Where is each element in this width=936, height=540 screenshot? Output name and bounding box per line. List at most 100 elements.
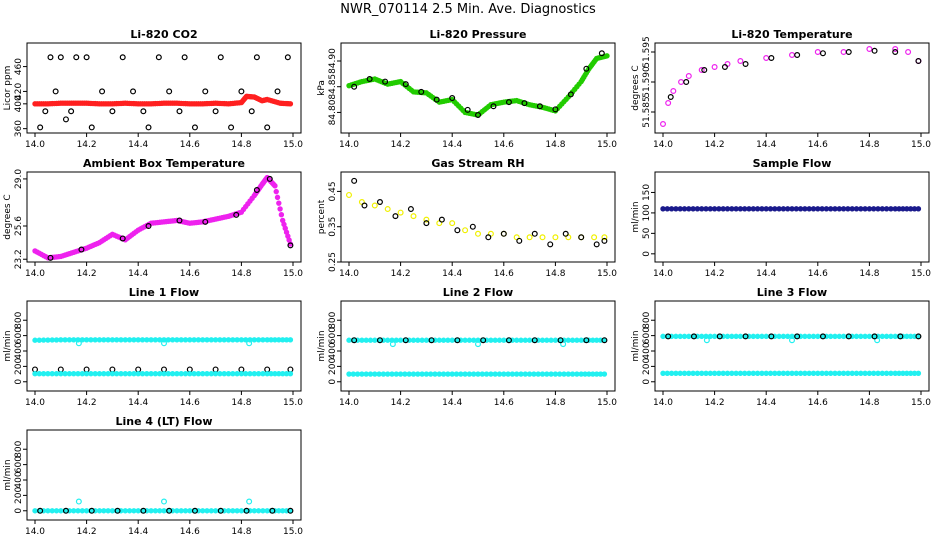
panel-l3: Line 3 Flow 14.0 14.2 14.4 14.6 14.8 15.0 0 2004… <box>631 286 931 408</box>
plot-frame <box>340 42 616 134</box>
x-tick-label: 14.6 <box>808 140 828 150</box>
y-tick-label: 400 <box>14 95 24 112</box>
y-tick-label: 400 <box>642 342 652 359</box>
x-tick-label: 14.2 <box>77 140 97 150</box>
data-point <box>62 116 69 123</box>
y-tick-label: 51.585 <box>642 96 652 128</box>
data-point <box>721 63 728 70</box>
data-point <box>392 213 399 220</box>
x-tick-label: 14.0 <box>339 398 359 408</box>
data-point <box>454 227 461 234</box>
data-point <box>871 333 878 340</box>
data-point <box>212 108 219 115</box>
data-point <box>591 234 598 241</box>
panel-title: Line 3 Flow <box>757 286 827 299</box>
data-point <box>278 211 285 218</box>
data-point <box>819 333 826 340</box>
panel-title: Li-820 Pressure <box>430 28 527 41</box>
data-point <box>407 206 414 213</box>
x-tick-label: 14.8 <box>545 398 565 408</box>
series-2-5-min-ave <box>660 206 922 212</box>
y-tick-label: 360 <box>14 120 24 137</box>
y-tick-label: 800 <box>14 311 24 328</box>
x-tick-label: 14.2 <box>77 527 97 537</box>
plot-frame <box>654 42 930 134</box>
data-point <box>253 187 260 194</box>
series-spike <box>75 498 253 505</box>
figure-title: NWR_070114 2.5 Min. Ave. Diagnostics <box>340 2 596 17</box>
data-point <box>438 216 445 223</box>
data-point <box>475 230 482 237</box>
y-tick-label: 600 <box>14 327 24 344</box>
data-point <box>665 333 672 340</box>
y-tick-label: 800 <box>14 440 24 457</box>
series-2-5-min-ave <box>346 53 610 118</box>
plot-frame <box>340 171 616 263</box>
data-point <box>547 241 554 248</box>
y-axis-label: ml/min <box>3 330 13 361</box>
data-point <box>376 199 383 206</box>
data-point <box>57 54 64 61</box>
data-point <box>915 57 922 64</box>
panel-l2: Line 2 Flow 14.0 14.2 14.4 14.6 14.8 15.0 0 2004… <box>317 286 617 408</box>
x-tick-label: 14.2 <box>391 140 411 150</box>
data-point <box>583 65 590 72</box>
data-point <box>418 88 425 95</box>
x-tick-label: 14.0 <box>339 269 359 279</box>
data-point <box>667 93 674 100</box>
data-point <box>68 108 75 115</box>
y-axis-label: ml/min <box>631 201 641 232</box>
data-point <box>915 333 922 340</box>
data-point <box>462 227 469 234</box>
y-tick-label: 100 <box>642 204 652 221</box>
data-point <box>665 99 672 106</box>
series-samples <box>47 175 294 261</box>
data-point <box>114 507 121 514</box>
data-point <box>272 183 278 189</box>
series-samples <box>351 177 608 248</box>
data-point <box>866 45 873 52</box>
data-point <box>454 337 461 344</box>
data-point <box>601 371 608 377</box>
x-tick-label: 14.0 <box>653 140 673 150</box>
data-point <box>845 48 852 55</box>
data-point <box>191 124 198 131</box>
x-tick-label: 14.0 <box>25 527 45 537</box>
data-point <box>145 223 152 230</box>
data-point <box>490 103 497 110</box>
data-point <box>794 51 801 58</box>
series-2-5-min-ave <box>659 45 922 127</box>
data-point <box>500 230 507 237</box>
data-point <box>711 63 718 70</box>
y-tick-label: 460 <box>14 58 24 75</box>
x-tick-label: 14.8 <box>859 140 879 150</box>
x-tick-label: 14.4 <box>128 269 148 279</box>
series-sample <box>37 507 294 514</box>
data-point <box>384 206 391 213</box>
x-tick-label: 14.0 <box>653 269 673 279</box>
x-tick-label: 14.8 <box>859 269 879 279</box>
data-point <box>287 337 294 343</box>
data-point <box>742 60 749 67</box>
series-base <box>32 508 294 514</box>
data-point <box>277 206 283 212</box>
series-flush <box>346 337 608 343</box>
panel-sflow: Sample Flow 14.0 14.2 14.4 14.6 14.8 15.0 0 50 10… <box>631 157 931 279</box>
y-tick-label: 600 <box>14 456 24 473</box>
data-point <box>217 54 224 61</box>
x-tick-label: 14.0 <box>25 398 45 408</box>
plot-frame <box>26 42 302 134</box>
data-point <box>737 57 744 64</box>
y-tick-label: 0 <box>642 251 652 257</box>
data-point <box>703 337 710 344</box>
data-point <box>402 81 409 88</box>
data-point <box>264 124 271 131</box>
y-tick-label: 84.90 <box>328 48 338 74</box>
data-point <box>161 340 168 347</box>
y-axis-label: ml/min <box>631 330 641 361</box>
data-point <box>382 78 389 85</box>
x-tick-label: 14.8 <box>231 140 251 150</box>
data-point <box>181 54 188 61</box>
data-point <box>716 333 723 340</box>
x-tick-label: 14.4 <box>128 527 148 537</box>
